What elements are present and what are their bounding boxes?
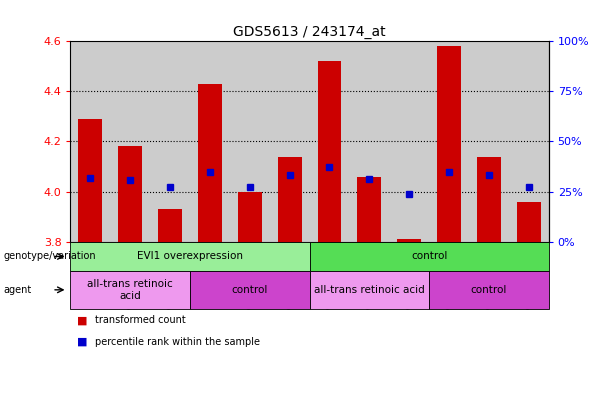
Text: ■: ■ <box>77 315 87 325</box>
Bar <box>477 156 501 242</box>
Bar <box>158 209 182 242</box>
Bar <box>190 41 230 242</box>
Bar <box>509 41 549 242</box>
Text: control: control <box>232 285 268 295</box>
Bar <box>78 119 102 242</box>
Text: percentile rank within the sample: percentile rank within the sample <box>95 337 260 347</box>
Bar <box>198 84 222 242</box>
Bar <box>429 41 469 242</box>
Bar <box>230 41 270 242</box>
Text: genotype/variation: genotype/variation <box>3 252 96 261</box>
Bar <box>318 61 341 242</box>
Bar <box>357 176 381 242</box>
Bar <box>437 46 461 242</box>
Text: all-trans retinoic
acid: all-trans retinoic acid <box>88 279 173 301</box>
Bar <box>469 41 509 242</box>
Bar <box>310 41 349 242</box>
Bar <box>349 41 389 242</box>
Title: GDS5613 / 243174_at: GDS5613 / 243174_at <box>234 25 386 39</box>
Text: all-trans retinoic acid: all-trans retinoic acid <box>314 285 425 295</box>
Text: transformed count: transformed count <box>95 315 186 325</box>
Bar <box>238 191 262 242</box>
Bar <box>389 41 429 242</box>
Text: agent: agent <box>3 285 31 295</box>
Bar <box>70 41 110 242</box>
Bar <box>397 239 421 242</box>
Text: control: control <box>471 285 507 295</box>
Text: EVI1 overexpression: EVI1 overexpression <box>137 252 243 261</box>
Bar <box>118 147 142 242</box>
Bar <box>270 41 310 242</box>
Bar <box>517 202 541 242</box>
Bar <box>110 41 150 242</box>
Text: control: control <box>411 252 447 261</box>
Bar <box>150 41 190 242</box>
Text: ■: ■ <box>77 337 87 347</box>
Bar <box>278 156 302 242</box>
